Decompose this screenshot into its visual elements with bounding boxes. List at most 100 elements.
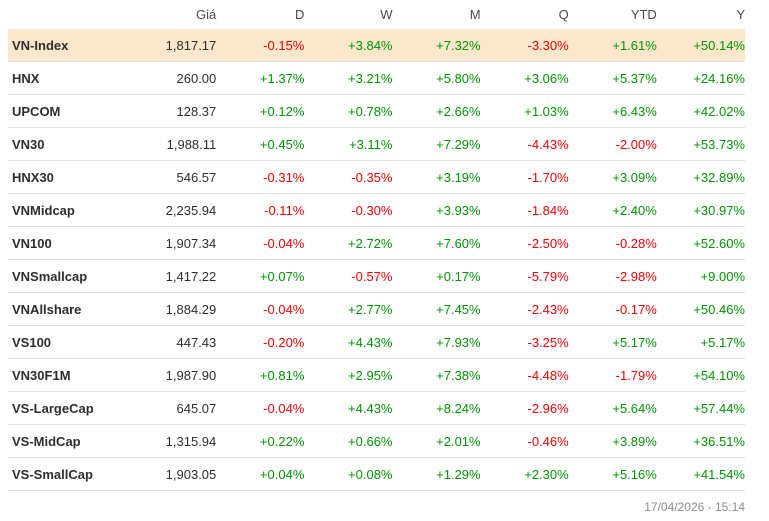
- change-q: -5.79%: [480, 259, 569, 293]
- change-d: -0.04%: [216, 391, 305, 425]
- change-m: +1.29%: [392, 457, 481, 491]
- change-d: -0.11%: [216, 193, 305, 227]
- index-price: 546.57: [150, 160, 217, 194]
- change-q: -2.50%: [480, 226, 569, 260]
- table-row: VS-SmallCap 1,903.05 +0.04% +0.08% +1.29% +2.…: [8, 457, 745, 491]
- change-w: +3.11%: [304, 127, 393, 161]
- index-performance-table: Giá D W M Q YTD Y VN-Index 1,817.17 -0.15%…: [8, 0, 745, 491]
- index-price: 1,907.34: [150, 226, 217, 260]
- change-ytd: +3.89%: [568, 424, 657, 458]
- change-d: -0.15%: [216, 29, 305, 62]
- change-m: +8.24%: [392, 391, 481, 425]
- change-ytd: +5.16%: [568, 457, 657, 491]
- change-w: +0.66%: [304, 424, 393, 458]
- index-name: UPCOM: [8, 94, 151, 128]
- change-d: +0.22%: [216, 424, 305, 458]
- col-header-ytd: YTD: [630, 7, 657, 22]
- change-ytd: -1.79%: [568, 358, 657, 392]
- index-name: VS-SmallCap: [8, 457, 151, 491]
- change-q: +2.30%: [480, 457, 569, 491]
- change-q: -3.30%: [480, 29, 569, 62]
- change-q: -1.70%: [480, 160, 569, 194]
- index-name: VN30F1M: [8, 358, 151, 392]
- table-row: HNX30 546.57 -0.31% -0.35% +3.19% -1.70% +3.09…: [8, 160, 745, 194]
- change-q: -4.48%: [480, 358, 569, 392]
- change-q: -2.43%: [480, 292, 569, 326]
- index-name: VS-MidCap: [8, 424, 151, 458]
- table-row: VS100 447.43 -0.20% +4.43% +7.93% -3.25% +5.17…: [8, 325, 745, 359]
- index-name: VS100: [8, 325, 151, 359]
- change-m: +7.29%: [392, 127, 481, 161]
- index-price: 2,235.94: [150, 193, 217, 227]
- change-d: -0.20%: [216, 325, 305, 359]
- change-ytd: +6.43%: [568, 94, 657, 128]
- change-d: +0.45%: [216, 127, 305, 161]
- change-w: +2.72%: [304, 226, 393, 260]
- index-name: VNAllshare: [8, 292, 151, 326]
- change-m: +7.38%: [392, 358, 481, 392]
- change-d: +0.81%: [216, 358, 305, 392]
- table-row: UPCOM 128.37 +0.12% +0.78% +2.66% +1.03% +6.43…: [8, 94, 745, 128]
- change-w: -0.57%: [304, 259, 393, 293]
- change-y: +9.00%: [656, 259, 745, 293]
- index-name: VNSmallcap: [8, 259, 151, 293]
- change-d: -0.04%: [216, 226, 305, 260]
- change-y: +5.17%: [656, 325, 745, 359]
- change-y: +42.02%: [656, 94, 745, 128]
- col-header-gia: Giá: [196, 7, 217, 22]
- table-row: HNX 260.00 +1.37% +3.21% +5.80% +3.06% +5.37% +…: [8, 61, 745, 95]
- change-m: +7.60%: [392, 226, 481, 260]
- index-name: VN-Index: [8, 29, 151, 62]
- change-y: +50.14%: [656, 29, 745, 62]
- change-y: +57.44%: [656, 391, 745, 425]
- index-price: 260.00: [150, 61, 217, 95]
- change-ytd: +1.61%: [568, 29, 657, 62]
- change-m: +7.45%: [392, 292, 481, 326]
- change-m: +3.19%: [392, 160, 481, 194]
- change-y: +41.54%: [656, 457, 745, 491]
- change-y: +30.97%: [656, 193, 745, 227]
- change-y: +54.10%: [656, 358, 745, 392]
- change-q: -2.96%: [480, 391, 569, 425]
- col-header-m: M: [469, 7, 481, 22]
- change-d: +0.12%: [216, 94, 305, 128]
- col-header-q: Q: [558, 7, 569, 22]
- change-w: +2.95%: [304, 358, 393, 392]
- index-price: 128.37: [150, 94, 217, 128]
- change-q: -0.46%: [480, 424, 569, 458]
- index-price: 447.43: [150, 325, 217, 359]
- table-row: VS-LargeCap 645.07 -0.04% +4.43% +8.24% -2.96…: [8, 391, 745, 425]
- change-w: +3.84%: [304, 29, 393, 62]
- change-w: +0.78%: [304, 94, 393, 128]
- table-row: VN30 1,988.11 +0.45% +3.11% +7.29% -4.43% -2.0…: [8, 127, 745, 161]
- change-w: +4.43%: [304, 325, 393, 359]
- col-header-name: [8, 0, 150, 29]
- table-row: VN30F1M 1,987.90 +0.81% +2.95% +7.38% -4.48% -…: [8, 358, 745, 392]
- change-y: +52.60%: [656, 226, 745, 260]
- change-ytd: -0.28%: [568, 226, 657, 260]
- index-name: HNX: [8, 61, 151, 95]
- change-m: +7.93%: [392, 325, 481, 359]
- index-price: 1,417.22: [150, 259, 217, 293]
- change-ytd: -0.17%: [568, 292, 657, 326]
- change-w: +3.21%: [304, 61, 393, 95]
- col-header-w: W: [380, 7, 393, 22]
- index-price: 1,817.17: [150, 29, 217, 62]
- col-header-y: Y: [736, 7, 745, 22]
- change-d: -0.04%: [216, 292, 305, 326]
- change-y: +24.16%: [656, 61, 745, 95]
- change-ytd: +5.64%: [568, 391, 657, 425]
- change-q: -1.84%: [480, 193, 569, 227]
- index-name: VN30: [8, 127, 151, 161]
- change-m: +7.32%: [392, 29, 481, 62]
- change-w: -0.35%: [304, 160, 393, 194]
- change-m: +0.17%: [392, 259, 481, 293]
- change-ytd: -2.98%: [568, 259, 657, 293]
- change-y: +32.89%: [656, 160, 745, 194]
- change-m: +2.01%: [392, 424, 481, 458]
- index-name: HNX30: [8, 160, 151, 194]
- change-y: +50.46%: [656, 292, 745, 326]
- change-y: +36.51%: [656, 424, 745, 458]
- index-price: 1,988.11: [150, 127, 217, 161]
